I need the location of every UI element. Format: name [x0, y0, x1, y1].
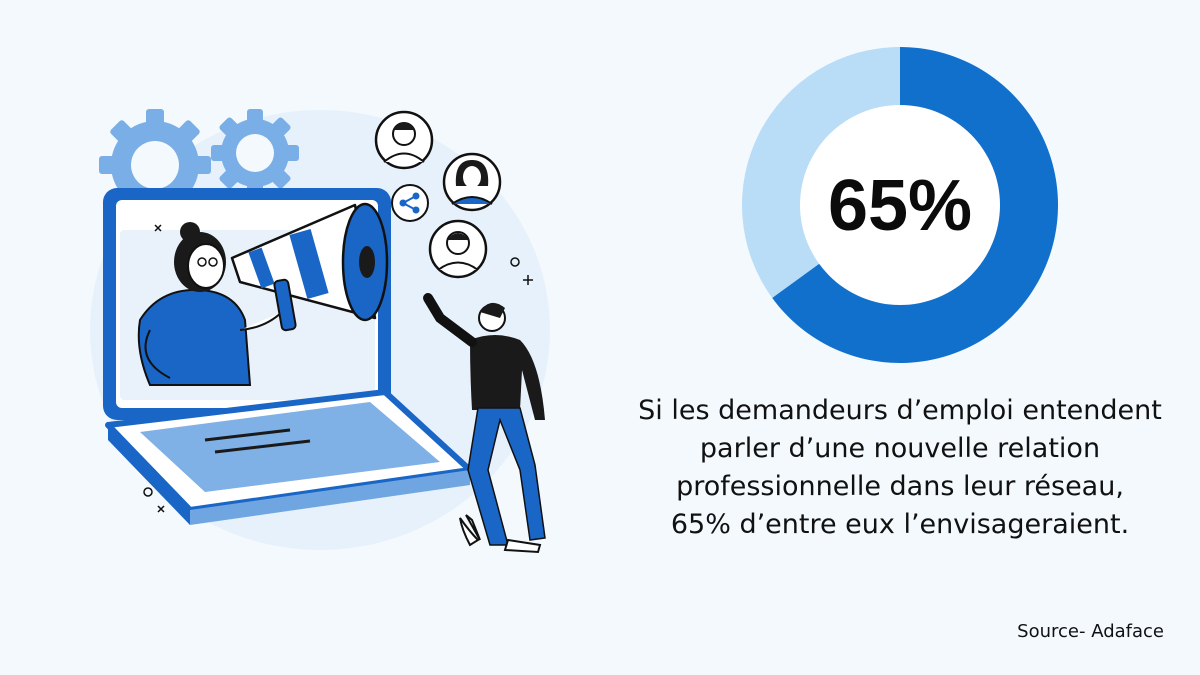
user-avatar-icon: [442, 152, 502, 212]
sparkle-decoration: [143, 224, 533, 513]
share-icon: [391, 184, 429, 222]
caption-line: parler d’une nouvelle relation: [699, 433, 1101, 464]
caption-line: 65% d’entre eux l’envisageraient.: [670, 509, 1130, 540]
center-percentage-label: 65%: [828, 166, 972, 246]
gear-icon: [211, 109, 299, 197]
caption-line: Si les demandeurs d’emploi entendent: [638, 395, 1162, 426]
man-figure: [423, 293, 546, 554]
user-avatar-icon: [428, 219, 488, 279]
caption-line: professionnelle dans leur réseau,: [676, 471, 1124, 502]
megaphone-icon: [230, 202, 389, 332]
donut-chart: 65%: [742, 47, 1058, 364]
donut-hole: [800, 105, 1000, 305]
caption-text: Si les demandeurs d’emploi entendent par…: [620, 392, 1180, 544]
woman-figure: [137, 222, 283, 386]
gear-icon: [99, 109, 211, 221]
source-label: Source- Adaface: [1017, 621, 1164, 642]
marketing-illustration: [90, 109, 550, 554]
user-avatar-icon: [374, 110, 434, 170]
